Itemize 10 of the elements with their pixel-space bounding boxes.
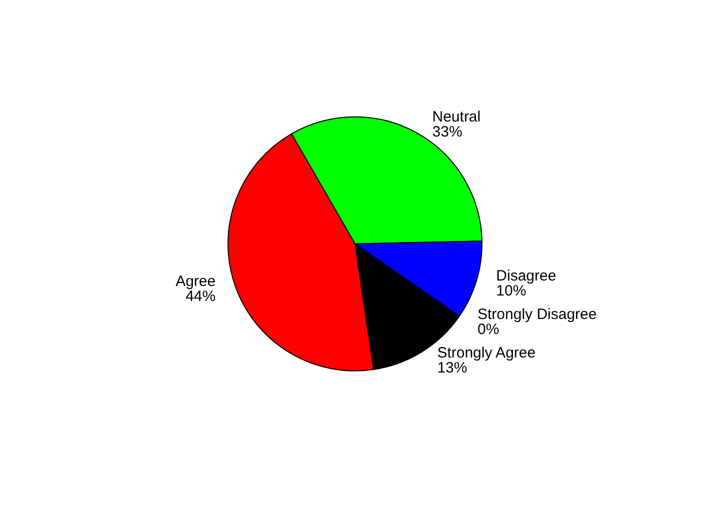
category-label: Strongly Disagree — [477, 306, 597, 324]
text: 0% — [477, 321, 500, 338]
slice-label: Agree — [176, 272, 216, 290]
data-label: 13% — [437, 359, 468, 376]
slice-label: Neutral — [432, 108, 481, 126]
slice-label: Disagree — [496, 267, 556, 284]
data-label: 44% — [186, 288, 216, 305]
data-label: 33% — [432, 123, 462, 140]
slice-label: Strongly Agree — [437, 344, 536, 362]
data-label: 10% — [496, 282, 526, 300]
